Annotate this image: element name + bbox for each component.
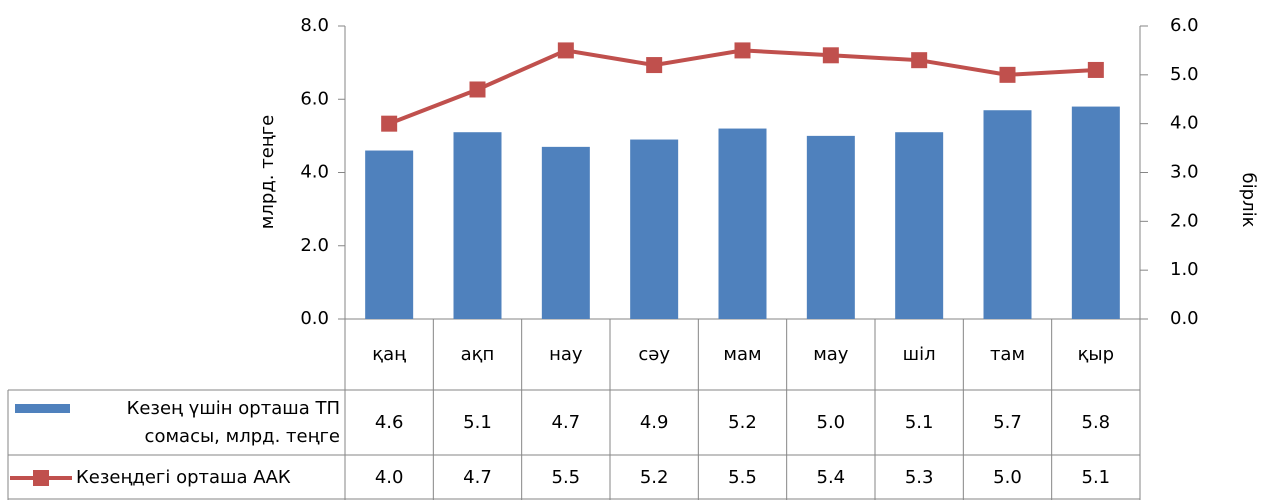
y2-tick-label: 3.0 xyxy=(1170,162,1199,183)
table-value: 5.5 xyxy=(728,467,757,488)
bar xyxy=(718,128,767,319)
line-marker xyxy=(557,42,574,59)
y2-tick-label: 1.0 xyxy=(1170,259,1199,280)
table-value: 5.4 xyxy=(816,467,846,488)
y2-tick-label: 4.0 xyxy=(1170,113,1199,134)
table-value: 5.0 xyxy=(993,467,1022,488)
bar xyxy=(365,150,414,319)
bar xyxy=(1071,106,1120,319)
line-marker xyxy=(646,57,663,74)
category-label: ақп xyxy=(460,343,495,365)
table-value: 4.9 xyxy=(639,412,669,433)
category-label: нау xyxy=(549,343,583,365)
y2-tick-label: 2.0 xyxy=(1170,210,1199,231)
category-label: қаң xyxy=(372,343,407,365)
y-tick-label: 4.0 xyxy=(300,162,329,183)
y-tick-label: 0.0 xyxy=(300,308,329,329)
line-marker xyxy=(469,81,486,98)
legend-label: Кезең үшін орташа ТП сомасы, млрд. теңге xyxy=(126,397,340,447)
table-value: 5.1 xyxy=(1081,467,1111,488)
table-value: 4.0 xyxy=(374,467,404,488)
bar xyxy=(453,132,502,319)
y-tick-label: 8.0 xyxy=(300,15,329,36)
y-axis-label: млрд. теңге xyxy=(257,115,278,229)
line-marker xyxy=(822,47,839,64)
category-label: шіл xyxy=(902,343,936,365)
legend-swatch xyxy=(15,404,70,413)
y2-tick-label: 5.0 xyxy=(1170,64,1199,85)
category-label: там xyxy=(989,343,1026,365)
y2-axis-label: бірлік xyxy=(1238,173,1259,228)
category-label: мам xyxy=(723,343,762,365)
bar xyxy=(541,146,590,319)
legend-marker xyxy=(33,470,49,486)
table-value: 5.1 xyxy=(904,412,934,433)
category-label: қыр xyxy=(1077,343,1115,365)
legend-label: Кезеңдегі орташа ААК xyxy=(76,467,291,488)
table-value: 4.6 xyxy=(374,412,404,433)
table-value: 4.7 xyxy=(551,412,581,433)
table-value: 5.2 xyxy=(639,467,669,488)
table-value: 5.5 xyxy=(551,467,581,488)
table-value: 5.1 xyxy=(463,412,492,433)
table-value: 5.2 xyxy=(728,412,757,433)
line-marker xyxy=(381,115,398,132)
y-tick-label: 6.0 xyxy=(300,88,329,109)
category-label: мау xyxy=(813,343,849,365)
y-tick-label: 2.0 xyxy=(300,235,329,256)
line-marker xyxy=(1087,61,1104,78)
line-marker xyxy=(734,42,751,59)
table-value: 4.7 xyxy=(463,467,492,488)
category-label: сәу xyxy=(638,343,670,365)
bar xyxy=(630,139,679,319)
table-value: 5.0 xyxy=(816,412,846,433)
bar xyxy=(895,132,944,319)
line-marker xyxy=(999,66,1016,83)
y2-tick-label: 0.0 xyxy=(1170,308,1199,329)
table-value: 5.3 xyxy=(904,467,934,488)
y2-tick-label: 6.0 xyxy=(1170,15,1199,36)
table-value: 5.7 xyxy=(993,412,1022,433)
line-marker xyxy=(911,52,928,69)
bar xyxy=(806,135,855,319)
table-value: 5.8 xyxy=(1081,412,1111,433)
bar xyxy=(983,110,1032,319)
